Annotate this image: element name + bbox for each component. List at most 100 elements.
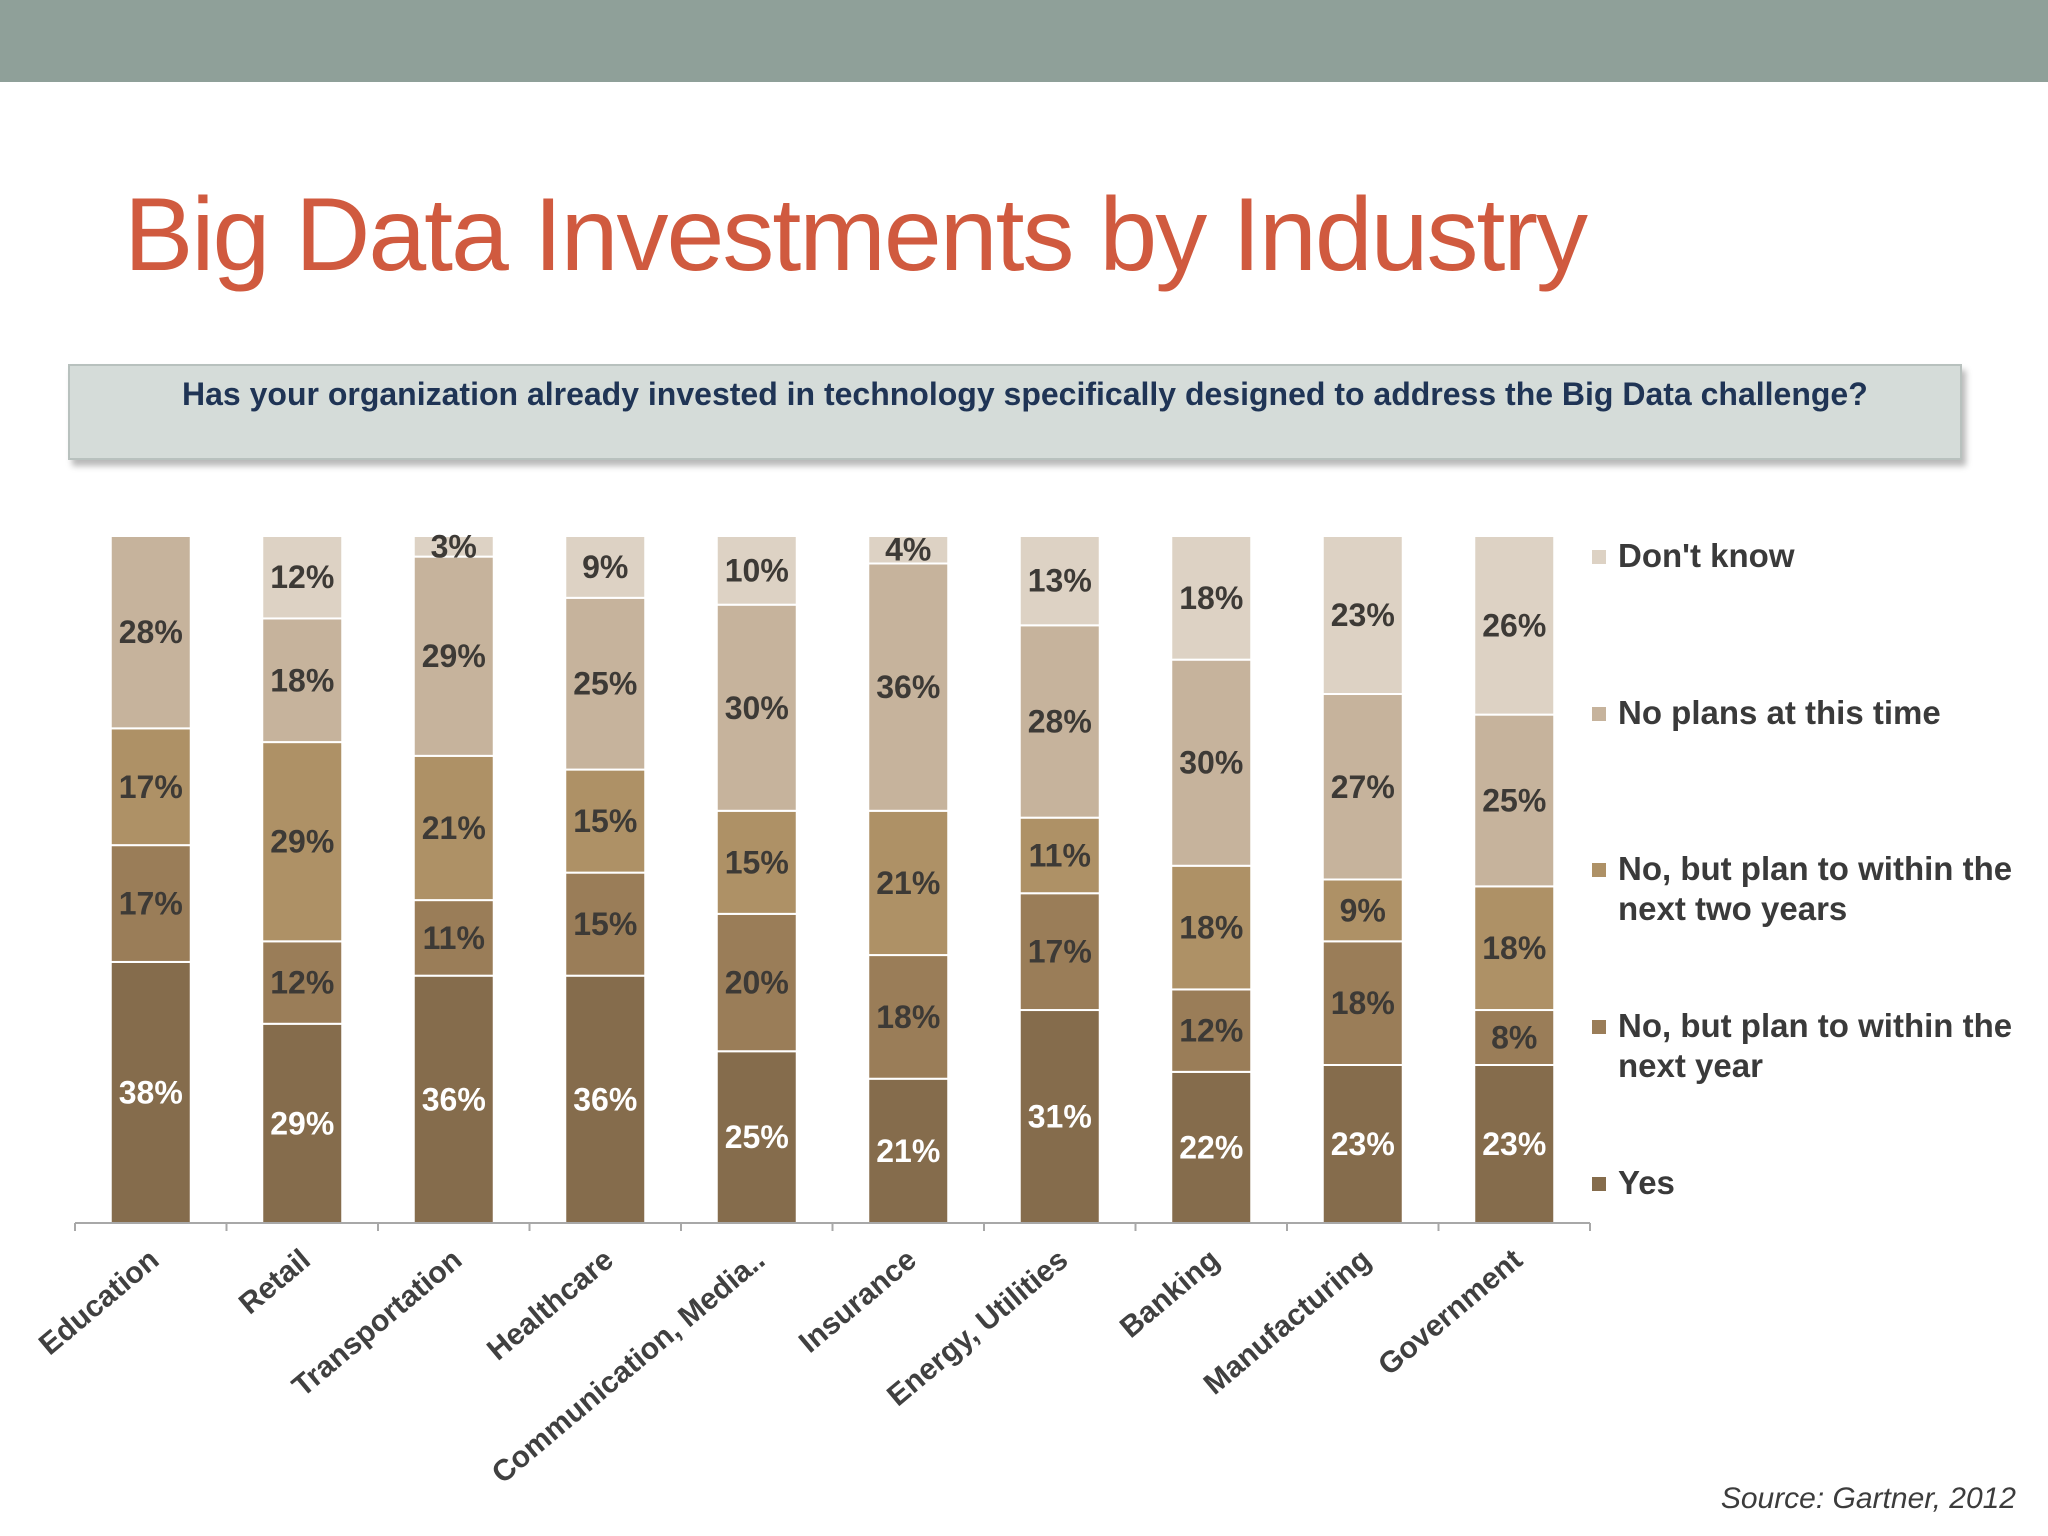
data-label-energy-utilities-no-but-plan-to-within-the-next-year: 17%	[1028, 934, 1092, 970]
bar-segment-banking-no-plans-at-this-time	[1170, 658, 1253, 867]
legend-swatch-next-year	[1592, 1020, 1606, 1034]
data-label-banking-no-but-plan-to-within-the-next-year: 12%	[1179, 1013, 1243, 1049]
legend-swatch-two-years	[1592, 863, 1606, 877]
data-label-energy-utilities-yes: 31%	[1028, 1099, 1092, 1135]
data-label-communication-media-no-plans-at-this-time: 30%	[725, 690, 789, 726]
data-label-manufacturing-yes: 23%	[1331, 1126, 1395, 1162]
x-axis	[74, 1222, 1591, 1231]
bar-segment-manufacturing-no-but-plan-to-within-the-next-two-years	[1321, 878, 1404, 943]
bar-segment-insurance-no-plans-at-this-time	[867, 562, 950, 812]
bar-segment-manufacturing-no-plans-at-this-time	[1321, 693, 1404, 881]
bar-segment-communication-media-don-t-know	[715, 535, 798, 606]
data-label-energy-utilities-no-but-plan-to-within-the-next-two-years: 11%	[1029, 837, 1091, 873]
data-label-retail-no-but-plan-to-within-the-next-year: 12%	[270, 965, 334, 1001]
data-label-insurance-don-t-know: 4%	[885, 532, 931, 568]
data-label-energy-utilities-don-t-know: 13%	[1028, 563, 1092, 599]
data-label-healthcare-no-plans-at-this-time: 25%	[573, 666, 637, 702]
bar-segment-education-no-plans-at-this-time	[109, 535, 192, 730]
data-label-education-no-but-plan-to-within-the-next-year: 17%	[119, 886, 183, 922]
data-label-transportation-no-but-plan-to-within-the-next-two-years: 21%	[422, 810, 486, 846]
data-label-transportation-yes: 36%	[422, 1081, 486, 1117]
bar-segment-government-no-but-plan-to-within-the-next-year	[1473, 1009, 1556, 1066]
bar-segment-banking-no-but-plan-to-within-the-next-two-years	[1170, 864, 1253, 991]
bar-segment-energy-utilities-no-but-plan-to-within-the-next-year	[1018, 892, 1101, 1012]
data-label-government-no-but-plan-to-within-the-next-two-years: 18%	[1482, 930, 1546, 966]
bar-segment-retail-don-t-know	[261, 535, 344, 620]
bar-segment-manufacturing-no-but-plan-to-within-the-next-year	[1321, 940, 1404, 1066]
legend-label-yes: Yes	[1618, 1164, 1675, 1201]
legend-swatch-dont-know	[1592, 550, 1606, 564]
data-label-government-no-plans-at-this-time: 25%	[1482, 782, 1546, 818]
legend-label-no-plans: No plans at this time	[1618, 694, 1941, 731]
bar-segment-transportation-no-but-plan-to-within-the-next-year	[412, 899, 495, 977]
data-label-communication-media-no-but-plan-to-within-the-next-two-years: 15%	[725, 844, 789, 880]
bar-segment-energy-utilities-no-but-plan-to-within-the-next-two-years	[1018, 816, 1101, 895]
data-label-banking-no-but-plan-to-within-the-next-two-years: 18%	[1179, 910, 1243, 946]
data-label-government-yes: 23%	[1482, 1126, 1546, 1162]
data-label-communication-media-don-t-know: 10%	[725, 552, 789, 588]
category-label-communication-media: Communication, Media..	[486, 1243, 772, 1490]
bar-segment-banking-don-t-know	[1170, 535, 1253, 661]
category-label-retail: Retail	[233, 1243, 317, 1321]
bar-segment-insurance-no-but-plan-to-within-the-next-year	[867, 954, 950, 1080]
data-label-healthcare-no-but-plan-to-within-the-next-year: 15%	[573, 906, 637, 942]
data-label-transportation-no-but-plan-to-within-the-next-year: 11%	[423, 920, 485, 956]
data-label-insurance-no-but-plan-to-within-the-next-two-years: 21%	[876, 865, 940, 901]
category-label-healthcare: Healthcare	[481, 1243, 620, 1367]
data-label-education-no-but-plan-to-within-the-next-two-years: 17%	[119, 769, 183, 805]
legend-swatch-no-plans	[1592, 707, 1606, 721]
bar-segment-transportation-no-plans-at-this-time	[412, 555, 495, 757]
bar-segment-transportation-don-t-know	[412, 535, 495, 558]
bar-segment-retail-yes	[261, 1022, 344, 1225]
data-label-insurance-no-but-plan-to-within-the-next-year: 18%	[876, 999, 940, 1035]
category-label-banking: Banking	[1114, 1243, 1226, 1344]
data-label-manufacturing-don-t-know: 23%	[1331, 597, 1395, 633]
bar-segment-retail-no-plans-at-this-time	[261, 617, 344, 744]
data-label-healthcare-don-t-know: 9%	[582, 549, 628, 585]
data-label-insurance-yes: 21%	[876, 1133, 940, 1169]
legend-swatch-yes	[1592, 1177, 1606, 1191]
bars-layer: 38% 17% 17% 28% 29% 12% 29% 18% 12% 36% 11% 21% 29% 3…	[109, 528, 1556, 1225]
legend-label-dont-know: Don't know	[1618, 537, 1795, 574]
bar-segment-government-no-but-plan-to-within-the-next-two-years	[1473, 885, 1556, 1012]
data-label-retail-yes: 29%	[270, 1105, 334, 1141]
data-label-banking-no-plans-at-this-time: 30%	[1179, 745, 1243, 781]
bar-segment-energy-utilities-no-plans-at-this-time	[1018, 624, 1101, 819]
data-label-banking-don-t-know: 18%	[1179, 580, 1243, 616]
data-label-government-no-but-plan-to-within-the-next-year: 8%	[1491, 1020, 1537, 1056]
data-label-manufacturing-no-plans-at-this-time: 27%	[1331, 769, 1395, 805]
legend-label-two-years: No, but plan to within the next two year…	[1618, 850, 2013, 927]
bar-segment-communication-media-no-but-plan-to-within-the-next-two-years	[715, 809, 798, 915]
data-label-retail-no-plans-at-this-time: 18%	[270, 662, 334, 698]
data-label-education-no-plans-at-this-time: 28%	[119, 614, 183, 650]
data-label-manufacturing-no-but-plan-to-within-the-next-year: 18%	[1331, 985, 1395, 1021]
bar-segment-healthcare-no-but-plan-to-within-the-next-two-years	[564, 768, 647, 874]
data-label-healthcare-no-but-plan-to-within-the-next-two-years: 15%	[573, 803, 637, 839]
data-label-healthcare-yes: 36%	[573, 1081, 637, 1117]
data-label-retail-no-but-plan-to-within-the-next-two-years: 29%	[270, 824, 334, 860]
top-bar	[0, 0, 2048, 82]
data-label-education-yes: 38%	[119, 1074, 183, 1110]
data-label-insurance-no-plans-at-this-time: 36%	[876, 669, 940, 705]
legend-label-next-year: No, but plan to within the next year	[1618, 1007, 2013, 1084]
bar-segment-communication-media-no-but-plan-to-within-the-next-year	[715, 912, 798, 1053]
data-label-government-don-t-know: 26%	[1482, 607, 1546, 643]
bar-segment-communication-media-no-plans-at-this-time	[715, 603, 798, 812]
bar-segment-education-no-but-plan-to-within-the-next-two-years	[109, 727, 192, 847]
question-box: Has your organization already invested i…	[68, 364, 1962, 460]
category-label-manufacturing: Manufacturing	[1198, 1243, 1378, 1401]
category-label-education: Education	[33, 1243, 165, 1361]
bar-segment-government-no-plans-at-this-time	[1473, 713, 1556, 888]
data-label-energy-utilities-no-plans-at-this-time: 28%	[1028, 703, 1092, 739]
data-label-manufacturing-no-but-plan-to-within-the-next-two-years: 9%	[1340, 892, 1386, 928]
data-label-banking-yes: 22%	[1179, 1129, 1243, 1165]
data-label-retail-don-t-know: 12%	[270, 559, 334, 595]
data-label-communication-media-no-but-plan-to-within-the-next-year: 20%	[725, 965, 789, 1001]
bar-segment-healthcare-don-t-know	[564, 535, 647, 599]
data-label-communication-media-yes: 25%	[725, 1119, 789, 1155]
bar-segment-banking-no-but-plan-to-within-the-next-year	[1170, 988, 1253, 1073]
bar-segment-retail-no-but-plan-to-within-the-next-two-years	[261, 741, 344, 943]
bar-segment-insurance-no-but-plan-to-within-the-next-two-years	[867, 809, 950, 957]
